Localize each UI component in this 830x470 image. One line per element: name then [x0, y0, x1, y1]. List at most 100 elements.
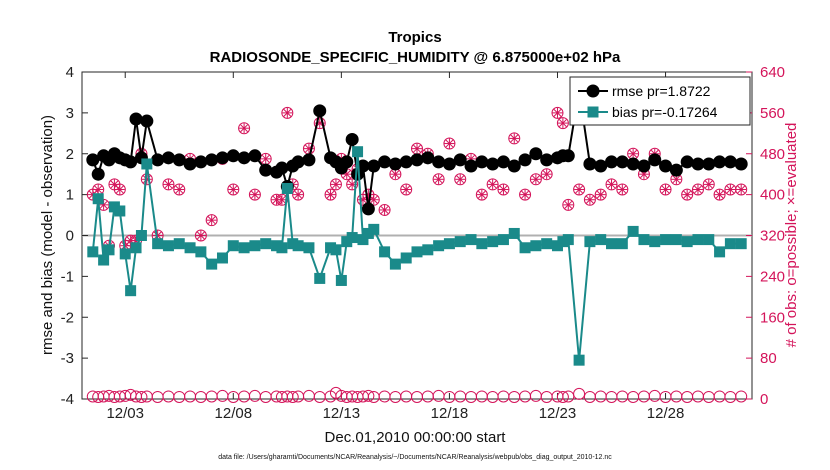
obs-evaluated-stroke: [110, 180, 119, 189]
rmse-point: [507, 159, 521, 173]
obs-evaluated-point: [293, 189, 304, 200]
obs-evaluated-stroke: [575, 185, 583, 194]
bias-point: [389, 258, 401, 270]
obs-evaluated-stroke: [542, 170, 551, 179]
rmse-point: [140, 114, 154, 128]
obs-evaluated-point: [736, 184, 747, 195]
obs-evaluated-point: [628, 148, 639, 159]
obs-evaluated-point: [455, 174, 466, 185]
obs-evaluated-stroke: [629, 149, 638, 158]
obs-evaluated-stroke: [380, 206, 389, 214]
bias-series: [87, 146, 747, 366]
obs-evaluated-stroke: [326, 190, 335, 199]
obs-evaluated-point: [692, 184, 703, 195]
obs-evaluated-point: [530, 174, 541, 185]
y-tick-label: -1: [61, 268, 74, 285]
rmse-point: [183, 157, 197, 171]
obs-evaluated-point: [509, 133, 520, 144]
obs-possible-point: [486, 178, 499, 191]
obs-evaluated-stroke: [694, 185, 702, 194]
bias-point: [465, 234, 477, 246]
bias-point: [487, 236, 499, 248]
obs-evaluated-stroke: [521, 190, 529, 199]
obs-possible-point: [573, 387, 586, 400]
bias-point: [379, 246, 391, 258]
bias-point: [238, 242, 250, 254]
obs-evaluated-point: [563, 199, 574, 210]
rmse-point: [453, 153, 467, 167]
obs-possible-point: [454, 173, 467, 186]
obs-evaluated-stroke: [456, 175, 465, 184]
obs-evaluated-stroke: [332, 180, 340, 189]
rmse-point: [313, 104, 327, 118]
bias-point: [141, 158, 153, 170]
obs-evaluated-stroke: [207, 216, 216, 225]
obs-evaluated-point: [260, 153, 271, 164]
bias-point: [216, 252, 228, 264]
obs-evaluated-point: [584, 194, 595, 205]
obs-evaluated-point: [206, 215, 217, 226]
obs-evaluated-stroke: [607, 180, 616, 189]
obs-possible-point: [362, 389, 375, 402]
rmse-point: [442, 157, 456, 171]
bias-point: [281, 182, 293, 194]
obs-evaluated-point: [412, 143, 422, 154]
rmse-point: [486, 157, 500, 171]
bias-point: [670, 234, 682, 246]
obs-evaluated-stroke: [558, 119, 567, 127]
rmse-point: [421, 151, 435, 165]
obs-evaluated-stroke: [564, 200, 573, 209]
rmse-point: [680, 155, 694, 169]
bias-point: [595, 234, 607, 246]
x-tick-label: 12/08: [215, 405, 253, 422]
rmse-point: [302, 153, 316, 167]
rmse-point: [432, 155, 446, 169]
obs-evaluated-stroke: [661, 185, 670, 194]
bias-point: [206, 258, 218, 270]
obs-evaluated-stroke: [115, 185, 124, 194]
rmse-point: [86, 153, 100, 167]
obs-evaluated-point: [390, 169, 401, 180]
obs-evaluated-stroke: [153, 231, 162, 240]
obs-evaluated-stroke: [99, 200, 108, 209]
obs-evaluated-stroke: [434, 175, 443, 184]
bias-point: [330, 244, 342, 256]
bias-point: [162, 240, 174, 252]
y-right-tick-label: 560: [760, 105, 785, 122]
obs-possible-point: [713, 188, 726, 201]
obs-evaluated-point: [606, 179, 617, 190]
rmse-point: [561, 149, 575, 163]
bias-point: [454, 236, 466, 248]
obs-evaluated-stroke: [596, 190, 605, 199]
obs-evaluated-stroke: [726, 185, 735, 194]
bias-point: [260, 238, 272, 250]
rmse-point: [626, 157, 640, 171]
bias-point: [92, 193, 104, 205]
obs-evaluated-stroke: [672, 175, 681, 184]
bias-point: [184, 242, 196, 254]
y-right-tick-label: 240: [760, 268, 785, 285]
x-tick-label: 12/18: [431, 405, 469, 422]
obs-possible-point: [367, 193, 380, 206]
x-axis-ticks: 12/03 12/08 12/13 12/18 12/23 12/28: [106, 72, 684, 422]
chart-subtitle: RADIOSONDE_SPECIFIC_HUMIDITY @ 6.875000e…: [210, 49, 621, 66]
obs-evaluated-stroke: [94, 185, 103, 194]
bias-point: [227, 240, 239, 252]
obs-possible-point: [432, 173, 445, 186]
obs-possible-point: [162, 178, 175, 191]
obs-evaluated-point: [114, 184, 125, 195]
bias-point: [103, 244, 115, 256]
bias-point: [357, 234, 369, 246]
rmse-point: [345, 132, 359, 146]
obs-possible-point: [286, 390, 299, 403]
obs-evaluated-point: [617, 184, 628, 195]
obs-evaluated-stroke: [261, 154, 270, 163]
rmse-point: [464, 159, 478, 173]
obs-possible-point: [573, 183, 586, 196]
y-tick-label: -4: [61, 391, 74, 408]
bias-point: [476, 238, 488, 250]
x-tick-label: 12/03: [106, 405, 144, 422]
legend: rmse pr=1.8722 bias pr=-0.17264: [569, 76, 751, 126]
obs-evaluated-point: [282, 107, 293, 118]
obs-evaluated-point: [249, 189, 260, 200]
